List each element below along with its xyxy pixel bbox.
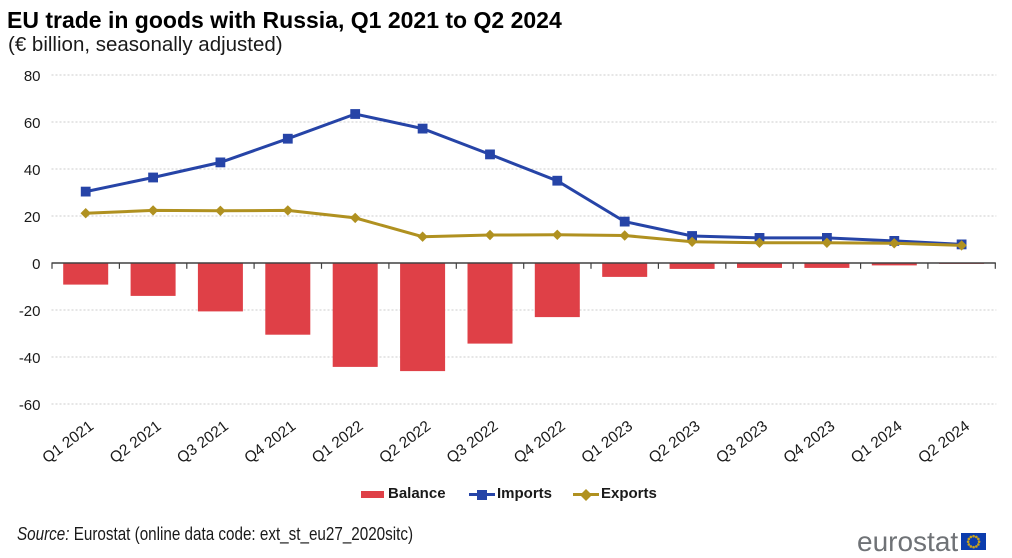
svg-text:Q3 2021: Q3 2021 [174,418,232,467]
svg-text:Q1 2024: Q1 2024 [848,417,906,467]
svg-text:60: 60 [24,115,41,132]
svg-text:80: 80 [24,68,41,85]
svg-text:Q4 2023: Q4 2023 [781,418,839,467]
svg-text:Q1 2023: Q1 2023 [578,418,636,467]
svg-text:40: 40 [24,162,41,179]
svg-text:Q2 2021: Q2 2021 [107,418,165,467]
svg-text:Q1 2022: Q1 2022 [309,418,367,467]
svg-text:Q3 2022: Q3 2022 [444,418,502,467]
svg-text:Q2 2024: Q2 2024 [915,417,973,467]
svg-text:Q2 2022: Q2 2022 [376,418,434,467]
svg-text:Q2 2023: Q2 2023 [646,418,704,467]
svg-text:Q3 2023: Q3 2023 [713,418,771,467]
svg-text:-20: -20 [19,303,41,320]
svg-text:-60: -60 [19,397,41,414]
svg-text:-40: -40 [19,350,41,367]
svg-text:Q4 2022: Q4 2022 [511,418,569,467]
svg-text:Q1 2021: Q1 2021 [39,418,97,467]
svg-text:0: 0 [32,256,40,273]
svg-text:Q4 2021: Q4 2021 [241,418,299,467]
svg-text:20: 20 [24,209,41,226]
